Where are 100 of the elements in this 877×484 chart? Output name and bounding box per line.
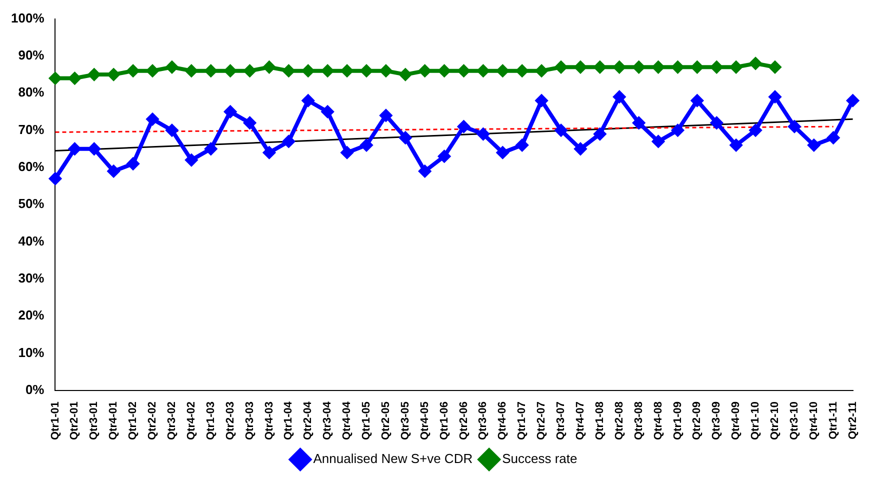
point bbox=[146, 64, 159, 77]
point bbox=[185, 154, 198, 166]
point bbox=[827, 132, 840, 144]
x-tick-label: Qtr1-11 bbox=[827, 401, 840, 440]
point bbox=[555, 124, 568, 136]
point bbox=[496, 64, 509, 77]
point bbox=[536, 94, 548, 107]
point bbox=[555, 61, 568, 74]
x-tick-label: Qtr2-09 bbox=[691, 401, 704, 440]
x-tick-label: Qtr2-07 bbox=[536, 401, 548, 440]
x-tick-label: Qtr1-09 bbox=[672, 401, 684, 440]
legend-label: Annualised New S+ve CDR bbox=[313, 451, 473, 466]
x-tick-label: Qtr2-04 bbox=[302, 400, 314, 440]
point bbox=[322, 106, 334, 118]
point bbox=[496, 146, 509, 159]
point bbox=[68, 72, 81, 84]
point bbox=[204, 142, 217, 155]
point bbox=[88, 142, 100, 155]
x-tick-label: Qtr4-01 bbox=[108, 401, 120, 440]
x-tick-label: Qtr3-03 bbox=[244, 401, 256, 440]
point bbox=[146, 113, 159, 126]
x-tick-label: Qtr3-05 bbox=[399, 401, 412, 440]
point bbox=[516, 64, 528, 77]
x-tick-label: Qtr3-07 bbox=[555, 401, 568, 440]
point bbox=[399, 68, 412, 81]
point bbox=[574, 61, 586, 74]
point bbox=[438, 150, 450, 162]
x-tick-label: Qtr3-10 bbox=[788, 401, 800, 440]
point bbox=[360, 139, 372, 152]
y-tick-label: 10% bbox=[18, 344, 45, 360]
point bbox=[574, 142, 586, 155]
point bbox=[341, 146, 354, 159]
point bbox=[302, 64, 314, 77]
point bbox=[224, 64, 236, 77]
point bbox=[477, 128, 490, 140]
point bbox=[380, 109, 392, 122]
point bbox=[399, 132, 412, 144]
point bbox=[594, 61, 606, 74]
y-tick-label: 30% bbox=[18, 270, 45, 286]
x-tick-label: Qtr1-06 bbox=[438, 401, 450, 440]
x-tick-label: Qtr4-07 bbox=[574, 401, 586, 440]
point bbox=[263, 61, 276, 74]
x-tick-label: Qtr4-06 bbox=[496, 401, 509, 440]
x-tick-label: Qtr2-06 bbox=[458, 401, 470, 440]
point bbox=[380, 64, 392, 77]
x-tick-label: Qtr2-11 bbox=[846, 401, 859, 440]
point bbox=[302, 94, 314, 107]
point bbox=[341, 64, 354, 77]
point bbox=[613, 61, 626, 74]
point bbox=[166, 61, 178, 74]
point bbox=[652, 135, 664, 148]
point bbox=[185, 64, 198, 77]
point bbox=[360, 64, 372, 77]
x-tick-label: Qtr3-06 bbox=[477, 401, 490, 440]
point bbox=[768, 90, 781, 103]
point bbox=[458, 64, 470, 77]
point bbox=[244, 116, 256, 129]
y-tick-label: 20% bbox=[18, 308, 45, 323]
x-tick-label: Qtr4-09 bbox=[730, 401, 742, 440]
point bbox=[204, 64, 217, 77]
point bbox=[672, 61, 684, 74]
y-tick-label: 40% bbox=[18, 233, 45, 248]
x-tick-label: Qtr2-03 bbox=[224, 401, 236, 440]
point bbox=[108, 165, 120, 178]
y-tick-label: 90% bbox=[18, 48, 45, 63]
point bbox=[282, 64, 295, 77]
point bbox=[49, 172, 62, 185]
x-tick-label: Qtr1-02 bbox=[127, 401, 140, 440]
x-tick-label: Qtr3-08 bbox=[632, 401, 645, 440]
point bbox=[750, 57, 762, 70]
x-tick-label: Qtr3-09 bbox=[710, 401, 723, 440]
x-tick-label: Qtr3-01 bbox=[88, 401, 100, 440]
x-tick-label: Qtr3-02 bbox=[166, 401, 178, 440]
x-tick-label: Qtr1-01 bbox=[49, 401, 62, 440]
point bbox=[418, 64, 431, 77]
x-tick-label: Qtr2-10 bbox=[769, 401, 782, 440]
point bbox=[418, 165, 431, 178]
y-tick-label: 100% bbox=[11, 10, 45, 26]
point bbox=[768, 61, 781, 74]
point bbox=[477, 64, 490, 77]
x-tick-label: Qtr4-05 bbox=[418, 401, 431, 440]
x-tick-label: Qtr2-08 bbox=[613, 401, 626, 440]
point bbox=[808, 139, 820, 152]
x-tick-label: Qtr1-10 bbox=[750, 401, 762, 440]
point bbox=[516, 139, 528, 152]
x-tick-label: Qtr4-10 bbox=[808, 401, 820, 440]
point bbox=[127, 64, 140, 77]
point bbox=[691, 94, 704, 107]
point bbox=[224, 106, 236, 118]
point bbox=[730, 139, 742, 152]
point bbox=[846, 94, 859, 107]
point bbox=[594, 128, 606, 140]
point bbox=[127, 158, 140, 170]
point bbox=[263, 146, 276, 159]
point bbox=[672, 124, 684, 136]
point bbox=[438, 64, 450, 77]
point bbox=[710, 116, 723, 129]
legend-label: Success rate bbox=[502, 451, 578, 466]
point bbox=[322, 64, 334, 77]
x-tick-label: Qtr1-03 bbox=[204, 401, 217, 440]
